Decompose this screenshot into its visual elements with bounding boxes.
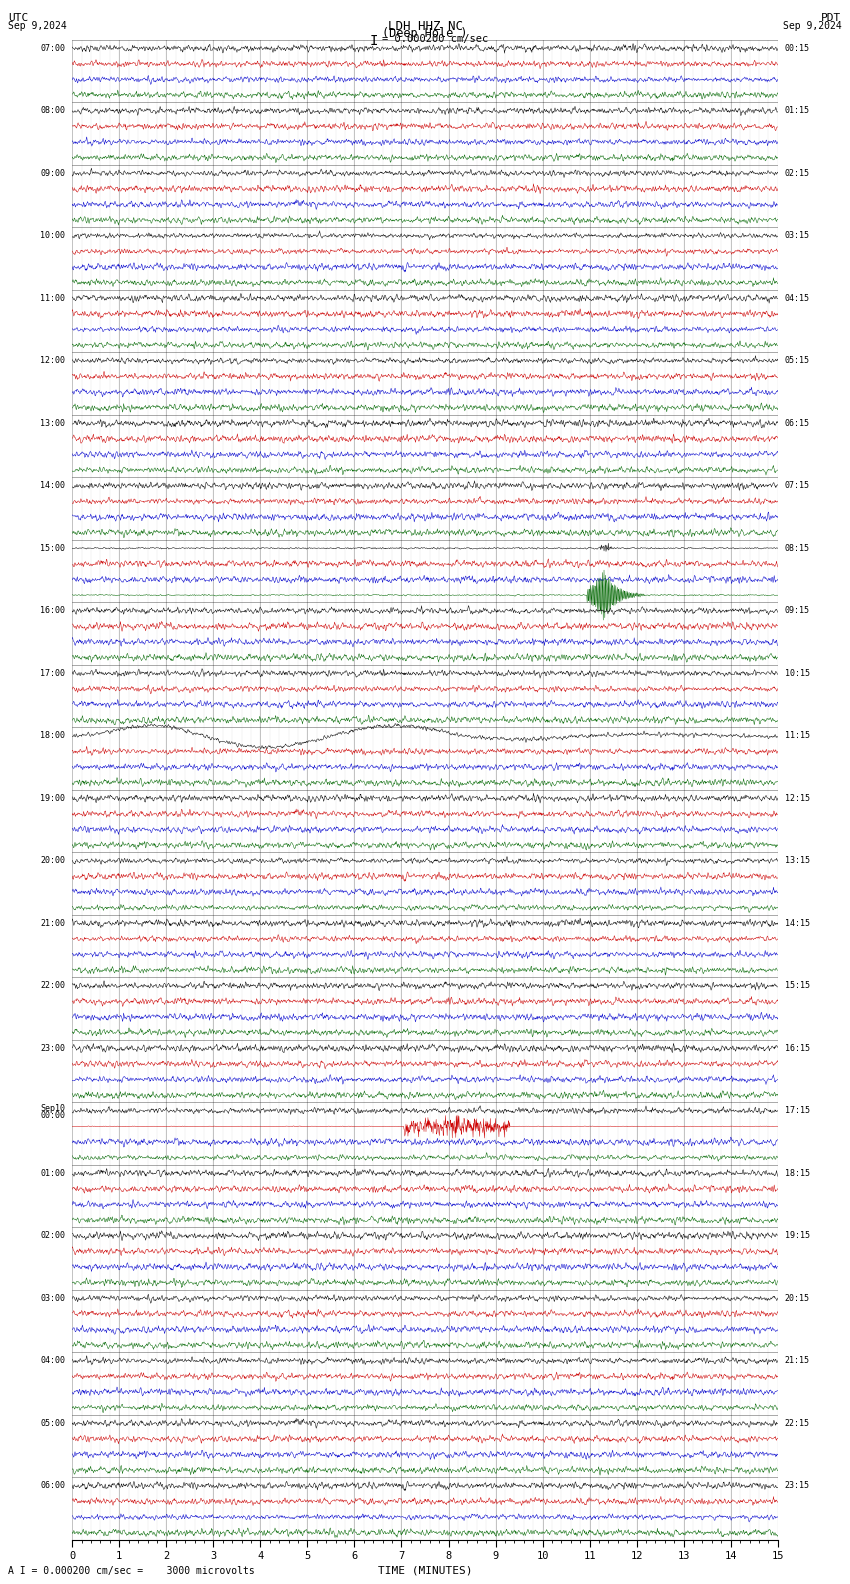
Text: 11:00: 11:00	[40, 293, 65, 303]
Text: 02:00: 02:00	[40, 1231, 65, 1240]
Text: 15:15: 15:15	[785, 980, 810, 990]
Text: 04:15: 04:15	[785, 293, 810, 303]
Text: I: I	[370, 33, 378, 48]
Text: 19:00: 19:00	[40, 794, 65, 803]
Text: 16:15: 16:15	[785, 1044, 810, 1053]
Text: Sep10: Sep10	[40, 1104, 65, 1114]
Text: 15:00: 15:00	[40, 543, 65, 553]
Text: 10:15: 10:15	[785, 668, 810, 678]
Text: 09:00: 09:00	[40, 169, 65, 177]
Text: 20:15: 20:15	[785, 1294, 810, 1302]
Text: 02:15: 02:15	[785, 169, 810, 177]
Text: = 0.000200 cm/sec: = 0.000200 cm/sec	[382, 33, 489, 44]
Text: UTC: UTC	[8, 13, 29, 24]
Text: 08:00: 08:00	[40, 106, 65, 116]
Text: 07:00: 07:00	[40, 44, 65, 52]
Text: 10:00: 10:00	[40, 231, 65, 241]
Text: Sep 9,2024: Sep 9,2024	[783, 21, 842, 30]
Text: 22:00: 22:00	[40, 980, 65, 990]
Text: 19:15: 19:15	[785, 1231, 810, 1240]
X-axis label: TIME (MINUTES): TIME (MINUTES)	[377, 1565, 473, 1576]
Text: 08:15: 08:15	[785, 543, 810, 553]
Text: 05:15: 05:15	[785, 356, 810, 366]
Text: 01:15: 01:15	[785, 106, 810, 116]
Text: 07:15: 07:15	[785, 482, 810, 489]
Text: 00:00: 00:00	[40, 1110, 65, 1120]
Text: 18:00: 18:00	[40, 732, 65, 740]
Text: 12:15: 12:15	[785, 794, 810, 803]
Text: 17:00: 17:00	[40, 668, 65, 678]
Text: (Deep Hole ): (Deep Hole )	[382, 27, 468, 40]
Text: 09:15: 09:15	[785, 607, 810, 615]
Text: 04:00: 04:00	[40, 1356, 65, 1365]
Text: 12:00: 12:00	[40, 356, 65, 366]
Text: 13:15: 13:15	[785, 857, 810, 865]
Text: A I = 0.000200 cm/sec =    3000 microvolts: A I = 0.000200 cm/sec = 3000 microvolts	[8, 1567, 255, 1576]
Text: 01:00: 01:00	[40, 1169, 65, 1178]
Text: 14:15: 14:15	[785, 919, 810, 928]
Text: 06:15: 06:15	[785, 418, 810, 428]
Text: 00:15: 00:15	[785, 44, 810, 52]
Text: 23:15: 23:15	[785, 1481, 810, 1491]
Text: 23:00: 23:00	[40, 1044, 65, 1053]
Text: 16:00: 16:00	[40, 607, 65, 615]
Text: 03:00: 03:00	[40, 1294, 65, 1302]
Text: 21:15: 21:15	[785, 1356, 810, 1365]
Text: 11:15: 11:15	[785, 732, 810, 740]
Text: 03:15: 03:15	[785, 231, 810, 241]
Text: 06:00: 06:00	[40, 1481, 65, 1491]
Text: 13:00: 13:00	[40, 418, 65, 428]
Text: PDT: PDT	[821, 13, 842, 24]
Text: 20:00: 20:00	[40, 857, 65, 865]
Text: 17:15: 17:15	[785, 1106, 810, 1115]
Text: Sep 9,2024: Sep 9,2024	[8, 21, 67, 30]
Text: LDH HHZ NC: LDH HHZ NC	[388, 19, 462, 33]
Text: 18:15: 18:15	[785, 1169, 810, 1178]
Text: 14:00: 14:00	[40, 482, 65, 489]
Text: 21:00: 21:00	[40, 919, 65, 928]
Text: 05:00: 05:00	[40, 1419, 65, 1427]
Text: 22:15: 22:15	[785, 1419, 810, 1427]
